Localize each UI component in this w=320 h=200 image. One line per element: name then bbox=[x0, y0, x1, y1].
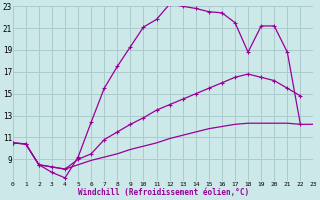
X-axis label: Windchill (Refroidissement éolien,°C): Windchill (Refroidissement éolien,°C) bbox=[77, 188, 249, 197]
